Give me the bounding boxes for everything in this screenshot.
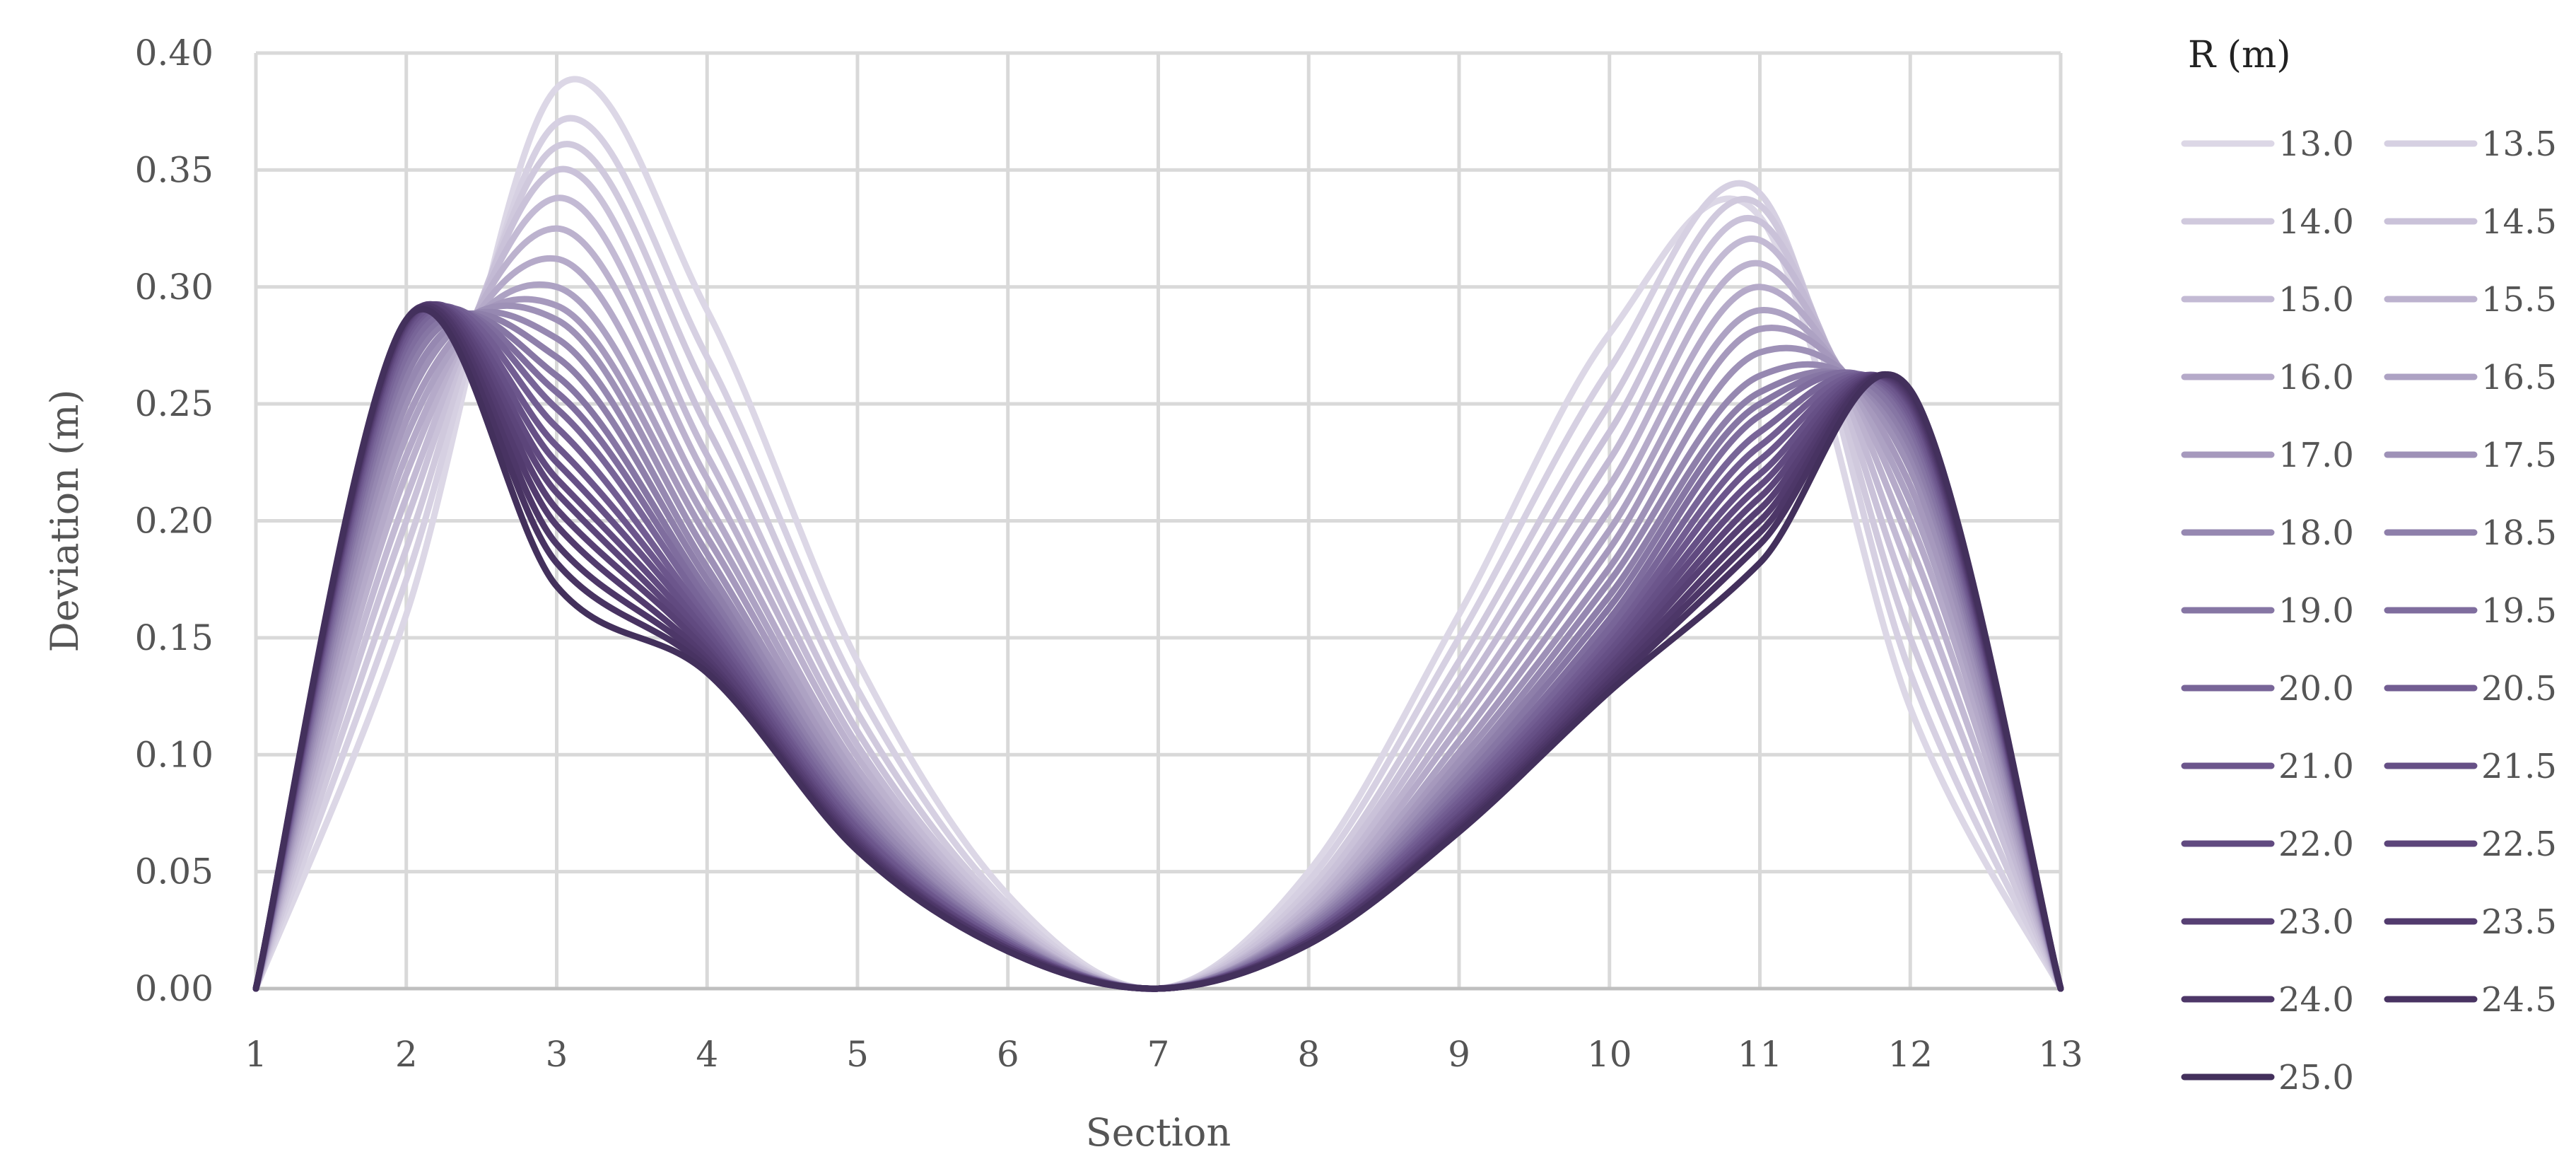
legend-item: 25.0 (2181, 1058, 2354, 1098)
x-axis-title: Section (1086, 1110, 1231, 1155)
legend: R (m) 13.0 13.5 14.0 14.5 15.0 15.5 16.0 16.5 17… (2181, 34, 2557, 1098)
legend-label: 21.0 (2278, 747, 2354, 786)
series-lines (252, 76, 2064, 992)
x-tick-label: 10 (1587, 1034, 1632, 1075)
legend-item: 21.5 (2384, 747, 2557, 786)
legend-item: 17.5 (2384, 436, 2557, 475)
y-tick-label: 0.40 (135, 33, 213, 74)
legend-label: 16.0 (2278, 358, 2354, 397)
x-tick-label: 11 (1738, 1034, 1783, 1075)
legend-label: 25.0 (2278, 1058, 2354, 1098)
legend-label: 13.5 (2481, 124, 2557, 164)
y-tick-label: 0.30 (135, 267, 213, 308)
y-tick-label: 0.10 (135, 734, 213, 775)
legend-item: 18.5 (2384, 513, 2557, 553)
legend-label: 15.5 (2481, 280, 2557, 320)
x-tick-label: 7 (1147, 1034, 1170, 1075)
legend-label: 18.0 (2278, 513, 2354, 553)
legend-label: 16.5 (2481, 358, 2557, 397)
legend-item: 23.5 (2384, 902, 2557, 942)
y-tick-label: 0.05 (135, 851, 213, 892)
legend-item: 23.0 (2181, 902, 2354, 942)
legend-label: 22.5 (2481, 825, 2557, 864)
legend-item: 15.0 (2181, 280, 2354, 320)
y-axis-title: Deviation (m) (42, 390, 87, 653)
legend-label: 20.5 (2481, 669, 2557, 709)
legend-item: 16.5 (2384, 358, 2557, 397)
x-tick-label: 13 (2038, 1034, 2083, 1075)
legend-item: 19.0 (2181, 591, 2354, 631)
legend-label: 13.0 (2278, 124, 2354, 164)
legend-item: 24.5 (2384, 980, 2557, 1020)
y-tick-label: 0.00 (135, 968, 213, 1009)
legend-label: 17.0 (2278, 436, 2354, 475)
legend-item: 14.0 (2181, 202, 2354, 242)
legend-item: 18.0 (2181, 513, 2354, 553)
series-line (252, 305, 2064, 992)
legend-label: 19.0 (2278, 591, 2354, 631)
legend-label: 14.0 (2278, 202, 2354, 242)
legend-item: 13.0 (2181, 124, 2354, 164)
legend-label: 18.5 (2481, 513, 2557, 553)
legend-label: 24.0 (2278, 980, 2354, 1020)
legend-label: 23.0 (2278, 902, 2354, 942)
x-tick-label: 3 (546, 1034, 568, 1075)
legend-label: 21.5 (2481, 747, 2557, 786)
x-tick-label: 9 (1448, 1034, 1470, 1075)
x-tick-label: 6 (997, 1034, 1019, 1075)
x-tick-label: 8 (1297, 1034, 1320, 1075)
legend-item: 14.5 (2384, 202, 2557, 242)
legend-title: R (m) (2188, 34, 2291, 76)
legend-item: 19.5 (2384, 591, 2557, 631)
legend-item: 17.0 (2181, 436, 2354, 475)
legend-item: 15.5 (2384, 280, 2557, 320)
legend-label: 22.0 (2278, 825, 2354, 864)
legend-item: 22.0 (2181, 825, 2354, 864)
legend-label: 19.5 (2481, 591, 2557, 631)
y-tick-label: 0.20 (135, 501, 213, 542)
legend-label: 14.5 (2481, 202, 2557, 242)
legend-item: 16.0 (2181, 358, 2354, 397)
legend-label: 23.5 (2481, 902, 2557, 942)
legend-item: 22.5 (2384, 825, 2557, 864)
legend-label: 24.5 (2481, 980, 2557, 1020)
legend-label: 20.0 (2278, 669, 2354, 709)
x-tick-label: 5 (846, 1034, 869, 1075)
x-tick-label: 4 (696, 1034, 718, 1075)
legend-item: 21.0 (2181, 747, 2354, 786)
legend-item: 24.0 (2181, 980, 2354, 1020)
y-tick-label: 0.35 (135, 149, 213, 190)
legend-item: 20.0 (2181, 669, 2354, 709)
tick-labels: 1 2 3 4 5 6 7 8 9 10 11 12 130.000.050.100.150.200.2… (135, 33, 2083, 1075)
legend-item: 20.5 (2384, 669, 2557, 709)
x-tick-label: 12 (1887, 1034, 1933, 1075)
y-tick-label: 0.15 (135, 617, 213, 658)
y-tick-label: 0.25 (135, 383, 213, 424)
x-tick-label: 2 (395, 1034, 418, 1075)
legend-item: 13.5 (2384, 124, 2557, 164)
legend-label: 15.0 (2278, 280, 2354, 320)
x-tick-label: 1 (245, 1034, 267, 1075)
legend-label: 17.5 (2481, 436, 2557, 475)
